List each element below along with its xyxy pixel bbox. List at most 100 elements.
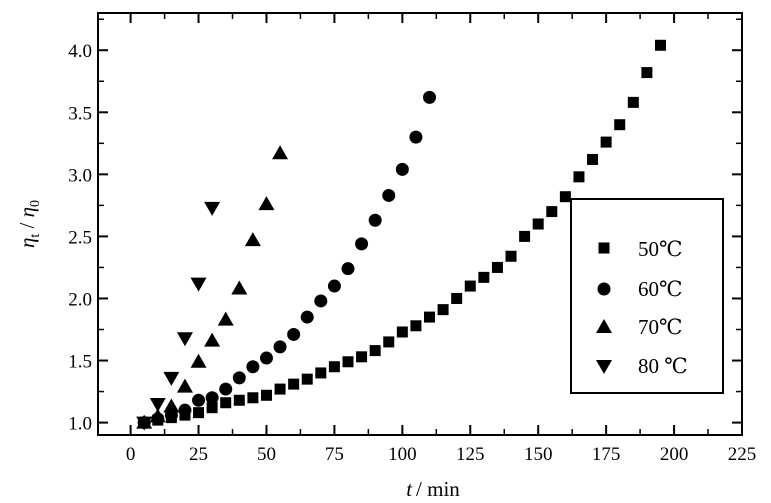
data-point [260,389,272,401]
data-point [301,373,313,385]
data-point [247,392,259,404]
data-point [641,67,653,79]
data-point [464,280,476,292]
x-tick-label: 100 [388,444,417,465]
x-tick-label: 175 [592,444,621,465]
data-point [614,119,626,131]
data-point [193,407,205,419]
x-tick-label: 75 [325,444,344,465]
data-point [559,191,571,203]
data-point [491,261,503,273]
data-point [396,326,408,338]
legend-marker [598,242,610,254]
y-tick-label: 3.5 [68,103,92,124]
data-point [654,39,666,51]
data-point [244,232,261,247]
data-point [451,292,463,304]
plot-frame [97,12,743,436]
data-point [204,332,221,347]
legend-marker [597,282,611,296]
y-tick-label: 1.0 [68,414,92,435]
data-point [288,378,300,390]
data-point [423,90,437,104]
data-point [383,336,395,348]
data-point [176,378,193,393]
x-tick-label: 225 [728,444,757,465]
data-point [232,371,246,385]
data-point [287,327,301,341]
data-point [368,213,382,227]
ticks [98,13,743,435]
data-point [149,397,166,412]
data-point [410,320,422,332]
series-3 [136,201,221,431]
data-point [246,360,260,374]
data-point [341,262,355,276]
data-point [355,237,369,251]
data-point [190,277,207,292]
data-point [546,206,558,218]
y-axis-sub-0: 0 [28,200,43,207]
data-point [437,304,449,316]
data-point [505,250,517,262]
data-point [220,397,232,409]
legend-box [570,198,724,394]
data-point [314,294,328,308]
x-tick-label: 125 [456,444,485,465]
data-point [178,403,192,417]
data-point [327,279,341,293]
y-tick-label: 1.5 [68,352,92,373]
data-point [409,130,423,144]
data-point [149,408,166,423]
data-point [342,356,354,368]
data-point [258,196,275,211]
data-point [204,201,221,216]
data-point [519,230,531,242]
data-point [231,280,248,295]
legend: 50℃ 60℃ 70℃ 80 ℃ [570,198,724,394]
data-point [233,394,245,406]
legend-label-50: 50℃ [638,237,683,261]
x-axis-variable: t [406,477,413,501]
x-tick-label: 0 [126,444,136,465]
y-axis-title: ηt / η0 [15,200,43,248]
data-point [272,145,289,160]
y-tick-label: 3.0 [68,165,92,186]
data-point [259,351,273,365]
data-point [136,416,153,431]
y-tick-label: 4.0 [68,41,92,62]
y-axis-sub-t: t [28,234,43,238]
x-axis-title: t / min [406,477,460,501]
data-point [369,345,381,357]
data-point [478,271,490,283]
data-point [395,162,409,176]
data-point [587,153,599,165]
data-point [163,371,180,386]
data-point [424,311,436,323]
data-point [356,351,368,363]
y-axis-slash: / [15,217,39,233]
data-point [300,310,314,324]
data-point [382,188,396,202]
data-point [206,402,218,414]
legend-markers [596,242,612,374]
data-point [217,311,234,326]
data-point [274,383,286,395]
x-axis-unit: / min [416,477,460,501]
legend-label-80: 80 ℃ [638,354,688,378]
data-point [273,340,287,354]
y-tick-label: 2.5 [68,227,92,248]
data-point [192,393,206,407]
tick-labels: 0 25 50 75 100 125 150 175 200 225 1.0 1.5 2.0 2.5 3.0… [68,41,756,465]
data-point [532,218,544,230]
y-axis-eta-1: η [15,238,39,248]
legend-marker [596,319,612,333]
data-point [176,332,193,347]
data-point [328,361,340,373]
data-point [627,96,639,108]
x-tick-label: 25 [189,444,208,465]
x-tick-label: 200 [660,444,689,465]
data-point [219,382,233,396]
series-2 [136,145,289,429]
data-point [205,391,219,405]
